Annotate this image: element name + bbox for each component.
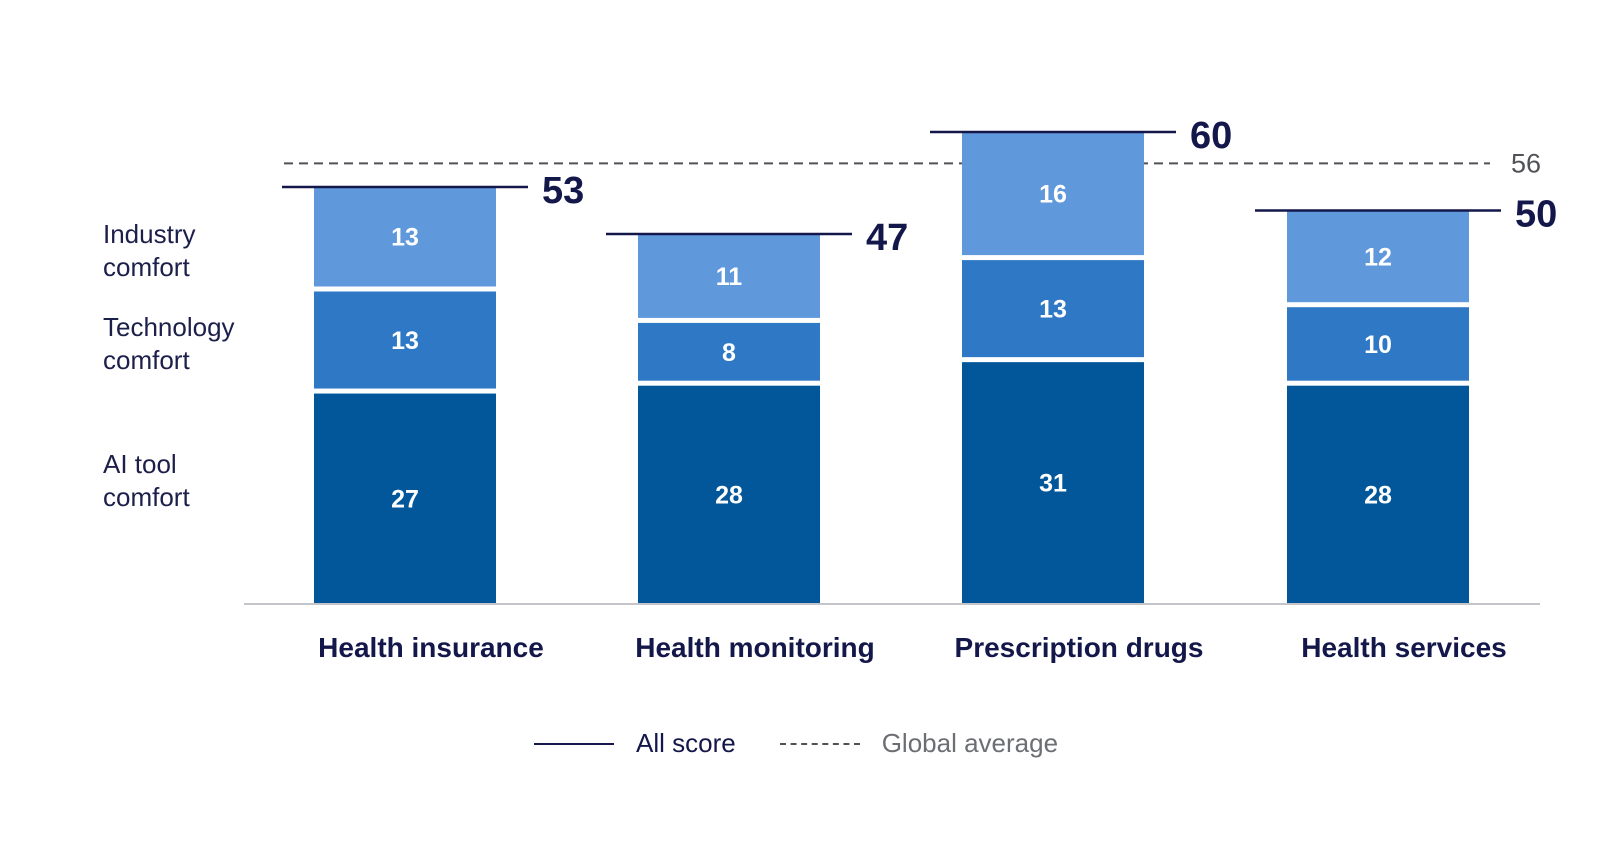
bar-segment-industry-comfort [638, 234, 820, 318]
bar-segment-technology-comfort [962, 260, 1144, 358]
series-label-line: comfort [103, 482, 190, 512]
x-tick-label: Health services [1301, 632, 1506, 663]
all-score-label: 50 [1515, 194, 1557, 236]
bar-segment-technology-comfort [1287, 307, 1469, 381]
series-label-line: AI tool [103, 449, 177, 479]
all-score-label: 47 [866, 217, 908, 259]
bar-segment-technology-comfort [314, 291, 496, 389]
series-label-line: comfort [103, 252, 190, 282]
bar-value-label: 27 [391, 485, 419, 513]
bar-value-label: 10 [1364, 331, 1392, 359]
bar-segment-ai-tool-comfort [962, 362, 1144, 603]
legend-dashed-line [779, 742, 860, 745]
series-label-ai-tool: AI tool comfort [103, 448, 190, 514]
bar-segment-ai-tool-comfort [314, 393, 496, 603]
x-tick-label: Health monitoring [635, 632, 875, 663]
bar-segment-industry-comfort [1287, 210, 1469, 303]
bar-segment-industry-comfort [314, 186, 496, 287]
bar-segment-ai-tool-comfort [638, 385, 820, 603]
series-label-line: Industry [103, 219, 196, 249]
bar-value-label: 28 [715, 481, 743, 509]
bar-value-label: 13 [391, 327, 419, 355]
bar-value-label: 13 [391, 224, 419, 252]
bar-value-label: 28 [1364, 481, 1392, 509]
legend-item-all-score: All score [534, 728, 736, 759]
series-label-technology: Technology comfort [103, 311, 235, 377]
legend-label: All score [636, 728, 736, 758]
x-tick-label: Prescription drugs [955, 632, 1204, 663]
legend-solid-line [534, 742, 614, 745]
all-score-label: 60 [1190, 115, 1232, 157]
legend: All score Global average [534, 728, 1058, 759]
bar-segment-ai-tool-comfort [1287, 385, 1469, 603]
bar-value-label: 12 [1364, 243, 1392, 271]
bar-value-label: 13 [1039, 296, 1067, 324]
bar-value-label: 16 [1039, 181, 1067, 209]
legend-item-global-average: Global average [779, 728, 1059, 759]
bar-value-label: 31 [1039, 470, 1067, 498]
global-average-label: 56 [1511, 148, 1541, 178]
bar-value-label: 8 [722, 339, 736, 367]
series-label-line: comfort [103, 345, 190, 375]
legend-label: Global average [881, 728, 1059, 758]
series-label-industry: Industry comfort [103, 218, 196, 284]
x-tick-label: Health insurance [318, 632, 544, 663]
all-score-label: 53 [542, 170, 584, 212]
bar-segment-industry-comfort [962, 132, 1144, 256]
series-label-line: Technology [103, 312, 235, 342]
bar-value-label: 11 [716, 263, 743, 291]
bar-segment-technology-comfort [638, 322, 820, 381]
